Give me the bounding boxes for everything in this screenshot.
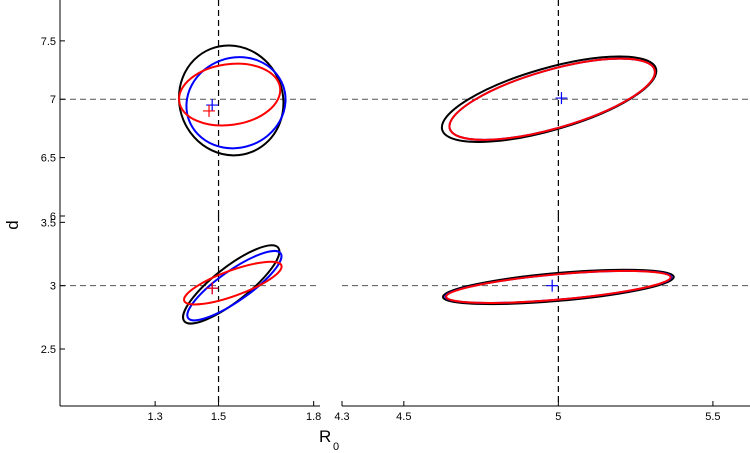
estimate-markers — [203, 92, 568, 295]
x-axis-title-subscript: 0 — [333, 441, 339, 453]
bottom-left-red-plus-marker — [206, 282, 219, 295]
bottom-left-xtick-label: 1.3 — [147, 411, 162, 423]
bottom-left-ytick-label: 3.5 — [41, 217, 56, 229]
bottom-right-red-ellipse — [445, 269, 672, 304]
top-left-black-ellipse — [177, 44, 285, 157]
bottom-right-black-ellipse — [441, 268, 675, 306]
reference-lines — [60, 0, 750, 406]
top-left-blue-plus-marker — [206, 99, 219, 112]
bottom-left-xtick-label: 1.8 — [306, 411, 321, 423]
top-left-ytick-label: 7 — [50, 94, 56, 106]
top-left-red-plus-marker — [203, 104, 216, 117]
bottom-right-xtick-label: 5 — [555, 411, 561, 423]
bottom-left-xtick-label: 1.5 — [211, 411, 226, 423]
confidence-ellipses — [177, 44, 675, 325]
bottom-left-ytick-label: 2.5 — [41, 344, 56, 356]
tick-labels: 6 6.5 7 7.5 2.5 3 3.5 1.3 1.5 1.8 4.3 4.5 5 5.5 — [41, 36, 721, 423]
bottom-right-xtick-label: 4.3 — [334, 411, 349, 423]
bottom-left-ytick-label: 3 — [50, 281, 56, 293]
top-right-blue-plus-marker — [555, 92, 568, 105]
axes — [59, 0, 750, 407]
top-left-red-ellipse — [178, 62, 282, 127]
top-left-blue-ellipse — [185, 56, 287, 150]
top-right-red-ellipse — [448, 57, 656, 141]
top-left-ytick-label: 6.5 — [41, 153, 56, 165]
y-axis-title: d — [3, 220, 22, 229]
top-left-ytick-label: 7.5 — [41, 36, 56, 48]
x-axis-title: R — [319, 427, 331, 446]
bottom-right-blue-plus-marker — [546, 279, 559, 292]
top-left-ytick-label: 6 — [50, 211, 56, 223]
bottom-left-red-ellipse — [183, 260, 283, 306]
bottom-right-xtick-label: 4.5 — [396, 411, 411, 423]
bottom-right-xtick-label: 5.5 — [705, 411, 720, 423]
